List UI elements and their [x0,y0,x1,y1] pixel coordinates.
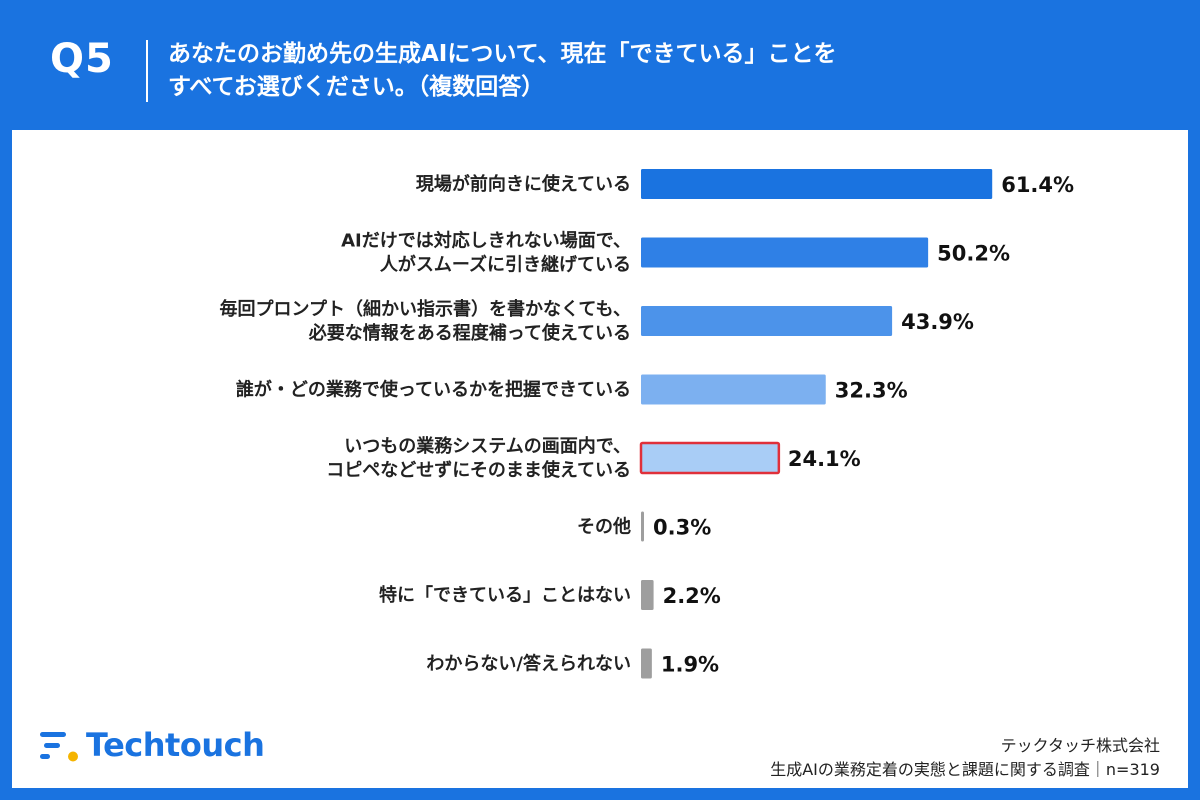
category-label: 毎回プロンプト（細かい指示書）を書かなくても、必要な情報をある程度補って使えてい… [220,298,631,344]
category-label: わからない/答えられない [426,653,631,675]
value-label: 61.4% [1001,173,1074,197]
category-label-line: いつもの業務システムの画面内で、 [344,435,631,457]
value-label: 1.9% [661,653,719,677]
category-label: 特に「できている」ことはない [379,584,631,606]
category-label-line: 必要な情報をある程度補って使えている [308,322,631,344]
category-label-line: 現場が前向きに使えている [416,173,631,195]
category-label: 現場が前向きに使えている [416,173,631,195]
credit: テックタッチ株式会社 生成AIの業務定着の実態と課題に関する調査｜n=319 [770,734,1160,782]
question-title: あなたのお勤め先の生成AIについて、現在「できている」ことを すべてお選びくださ… [168,38,1168,104]
value-label: 50.2% [937,242,1010,266]
category-label: AIだけでは対応しきれない場面で、人がスムーズに引き継げている [341,230,631,276]
category-label: その他 [577,516,631,538]
bar [639,441,781,475]
question-title-line-1: あなたのお勤め先の生成AIについて、現在「できている」ことを [168,41,837,67]
category-label-line: わからない/答えられない [426,653,631,675]
bar [641,169,993,199]
header: Q5 あなたのお勤め先の生成AIについて、現在「できている」ことを すべてお選び… [0,0,1200,130]
category-label-line: コピペなどせずにそのまま使えている [326,460,631,481]
category-label: 誰が・どの業務で使っているかを把握できている [236,379,631,401]
question-number: Q5 [50,36,114,82]
bar [641,374,826,405]
category-label-line: 特に「できている」ことはない [379,584,631,606]
techtouch-logo-icon [40,732,78,762]
category-label-line: その他 [577,516,631,538]
bar [641,306,893,336]
bar [641,511,644,542]
value-label: 43.9% [901,310,974,334]
value-label: 2.2% [663,584,721,608]
category-label-line: 毎回プロンプト（細かい指示書）を書かなくても、 [220,298,631,320]
value-label: 0.3% [653,516,711,540]
category-label: いつもの業務システムの画面内で、コピペなどせずにそのまま使えている [326,435,631,481]
category-label-line: 誰が・どの業務で使っているかを把握できている [236,379,631,401]
bar [641,237,929,268]
credit-survey: 生成AIの業務定着の実態と課題に関する調査｜n=319 [770,760,1160,779]
category-label-line: 人がスムーズに引き継げている [380,254,631,276]
bar [641,580,654,610]
category-label-line: AIだけでは対応しきれない場面で、 [341,230,631,252]
credit-company: テックタッチ株式会社 [1000,736,1160,755]
chart-card: 現場が前向きに使えている 61.4% AIだけでは対応しきれない場面で、人がスムーズ… [12,130,1188,788]
value-label: 24.1% [788,447,861,471]
logo-text: Techtouch [86,726,265,764]
techtouch-logo: Techtouch [40,726,300,766]
header-divider [146,40,148,102]
question-title-line-2: すべてお選びください。（複数回答） [168,74,545,100]
bar [641,648,652,679]
value-label: 32.3% [835,379,908,403]
bar-chart: 現場が前向きに使えている 61.4% AIだけでは対応しきれない場面で、人がスムーズ… [220,169,1074,679]
